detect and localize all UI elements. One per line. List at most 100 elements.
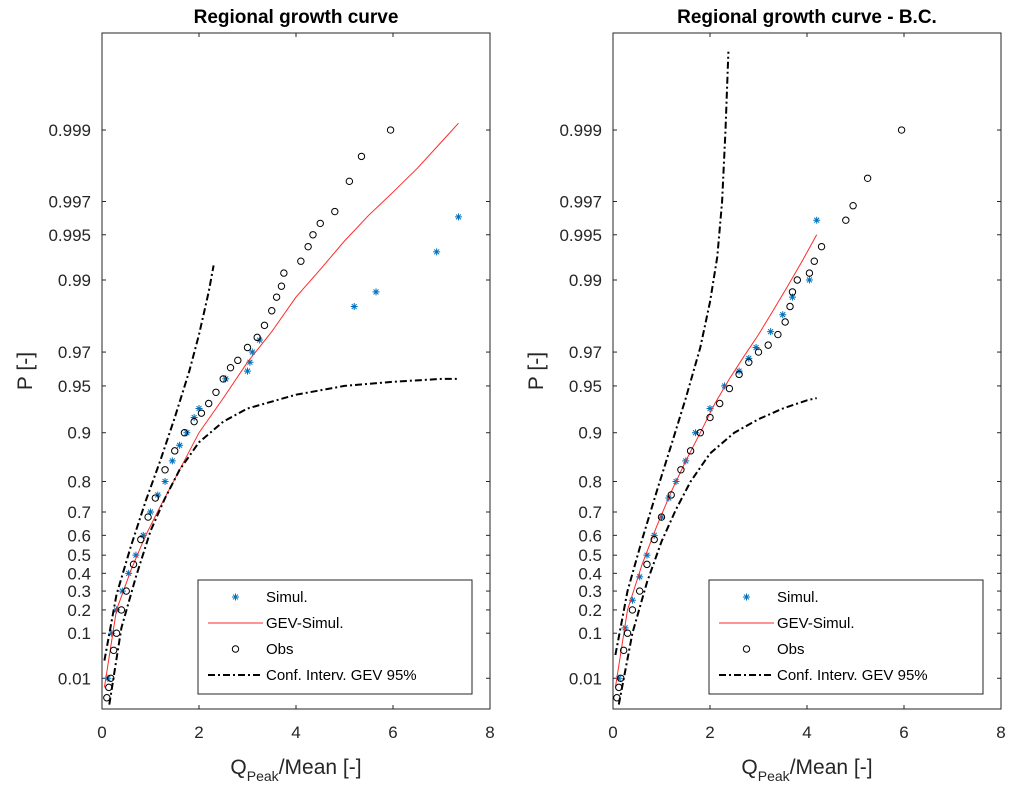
obs-point [297, 257, 305, 265]
obs-point [117, 606, 126, 614]
y-tick-label: 0.95 [58, 377, 91, 396]
x-tick-label: 0 [97, 723, 106, 742]
y-tick-label: 0.97 [58, 343, 91, 362]
obs-point [635, 587, 644, 595]
simul-point [752, 344, 760, 352]
chart-title: Regional growth curve - B.C. [677, 7, 937, 28]
y-tick-label: 0.5 [67, 546, 91, 565]
simul-point [643, 551, 651, 559]
legend: Simul. GEV-Simul. Obs Conf. Interv. GEV 95% [708, 579, 984, 695]
legend-entry-label: GEV-Simul. [777, 615, 855, 632]
y-tick-label: 0.997 [559, 193, 602, 212]
x-tick-label: 6 [388, 723, 397, 742]
chart-title: Regional growth curve [194, 7, 399, 28]
x-tick-label: 4 [291, 723, 300, 742]
obs-point [650, 535, 658, 544]
obs-point [810, 257, 818, 265]
y-tick-label: 0.01 [569, 669, 602, 688]
simul-point [125, 569, 133, 577]
y-tick-label: 0.9 [578, 424, 602, 443]
simul-point [779, 311, 787, 319]
legend-entry-label: Simul. [266, 589, 308, 606]
obs-point [619, 646, 628, 655]
y-tick-label: 0.6 [578, 526, 602, 545]
simul-point [745, 354, 753, 362]
obs-point [309, 231, 317, 239]
y-axis-label: P [-] [14, 352, 37, 390]
conf-interval-line [617, 397, 817, 705]
x-axis-label: QPeak/Mean [-] [230, 756, 361, 784]
legend-entry-label: Conf. Interv. GEV 95% [266, 667, 417, 684]
obs-point [386, 126, 395, 134]
obs-point [304, 242, 312, 251]
obs-point [260, 321, 269, 330]
obs-point [144, 513, 152, 521]
obs-point [277, 282, 286, 290]
x-axis-label-rest: /Mean [-] [790, 756, 873, 779]
obs-point [272, 293, 281, 301]
simul-point [658, 513, 665, 521]
obs-point [849, 202, 857, 210]
y-tick-label: 0.4 [578, 564, 602, 583]
obs-point [129, 560, 138, 569]
y-tick-label: 0.995 [48, 226, 91, 245]
simul-point [650, 531, 658, 539]
simul-point [118, 587, 126, 595]
obs-point [788, 288, 797, 296]
obs-point [219, 375, 227, 383]
simul-point [350, 303, 358, 311]
x-axis-label-sub: Peak [758, 768, 791, 784]
obs-point [212, 388, 220, 397]
y-tick-label: 0.5 [578, 546, 602, 565]
obs-point [623, 629, 632, 637]
obs-point [706, 413, 714, 422]
obs-point [774, 330, 782, 339]
obs-point [696, 429, 704, 437]
obs-point [817, 242, 826, 251]
obs-point [764, 341, 772, 349]
simul-point [636, 573, 644, 581]
simul-point [628, 596, 636, 604]
y-tick-label: 0.9 [67, 424, 91, 443]
conf-interval-line [614, 51, 730, 656]
obs-point [725, 384, 734, 393]
y-tick-label: 0.2 [67, 601, 91, 620]
legend-entry-label: Obs [777, 641, 805, 658]
obs-point [357, 152, 366, 161]
obs-point [137, 535, 145, 544]
y-tick-label: 0.2 [578, 601, 602, 620]
simul-point [222, 375, 230, 383]
legend-entry-label: GEV-Simul. [266, 615, 344, 632]
plot-area [103, 122, 462, 705]
x-axis-label: QPeak/Mean [-] [741, 756, 872, 784]
plot-area [613, 51, 906, 705]
panel-right: Regional growth curve - B.C. 0 2 4 6 8 0.01 0.1… [525, 7, 1006, 784]
simul-point [176, 441, 184, 449]
y-axis-label: P [-] [525, 352, 548, 390]
obs-point [171, 447, 179, 455]
simul-point [691, 429, 699, 437]
y-tick-label: 0.97 [569, 343, 602, 362]
obs-point [786, 302, 794, 311]
legend-entry-label: Simul. [777, 589, 819, 606]
gev-fit-line [614, 234, 818, 688]
simul-point [195, 404, 203, 412]
obs-point [112, 629, 121, 637]
x-axis-label-main: Q [741, 756, 757, 779]
y-tick-label: 0.8 [67, 473, 91, 492]
x-tick-label: 0 [608, 723, 617, 742]
legend-simul-marker [232, 593, 239, 601]
legend-entry-label: Obs [266, 641, 294, 658]
obs-point [686, 447, 695, 455]
simul-point [615, 674, 623, 682]
y-tick-label: 0.95 [569, 377, 602, 396]
obs-point [331, 207, 339, 216]
obs-point [316, 219, 324, 228]
simul-point [788, 293, 796, 301]
x-axis-label-rest: /Mean [-] [279, 756, 362, 779]
obs-point [754, 348, 763, 356]
obs-point [716, 399, 724, 408]
simul-point [372, 288, 380, 296]
y-tick-label: 0.01 [58, 669, 91, 688]
